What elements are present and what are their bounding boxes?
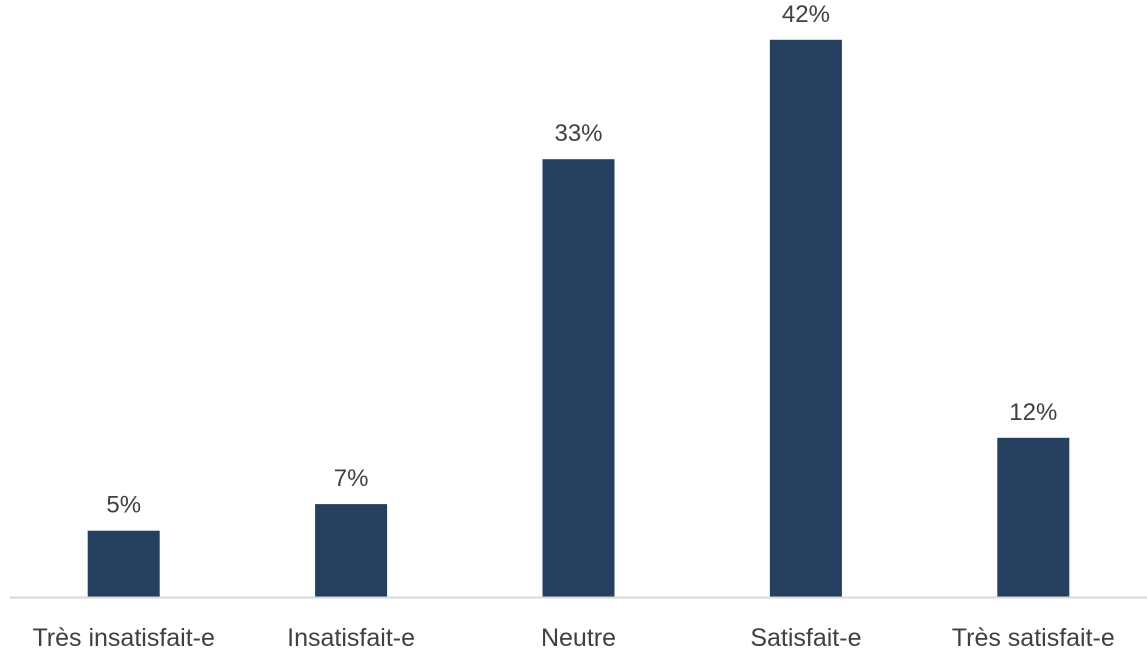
data-label-4: 42% [782, 1, 830, 28]
category-label-5: Très satisfait-e [952, 624, 1115, 649]
category-label-1: Très insatisfait-e [32, 624, 214, 649]
data-label-5: 12% [1009, 399, 1057, 426]
category-labels-group: Très insatisfait-e Insatisfait-e Neutre Sat… [32, 624, 1114, 649]
category-label-3: Neutre [541, 624, 616, 649]
category-label-2: Insatisfait-e [287, 624, 415, 649]
bar-4 [769, 39, 842, 598]
data-label-3: 33% [554, 120, 602, 147]
bar-3 [542, 159, 615, 597]
bar-5 [997, 437, 1070, 597]
data-label-1: 5% [106, 492, 141, 519]
bar-2 [315, 504, 388, 597]
value-labels-group: 5% 7% 33% 42% 12% [106, 1, 1057, 519]
category-label-4: Satisfait-e [750, 624, 861, 649]
bar-1 [87, 530, 160, 597]
data-label-2: 7% [334, 465, 369, 492]
bars-group [87, 39, 1070, 598]
